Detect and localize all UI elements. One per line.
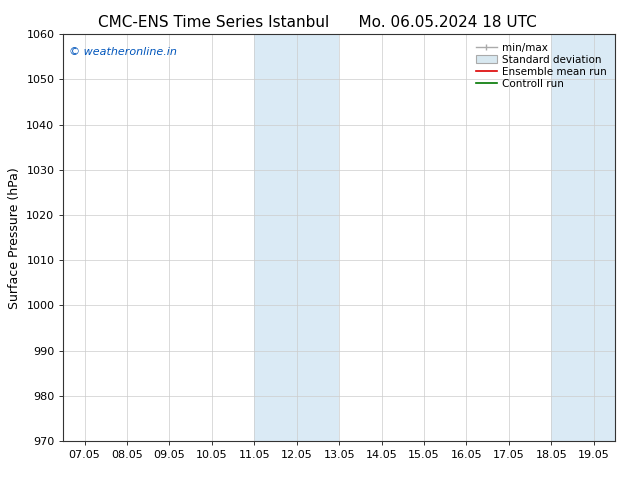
Text: CMC-ENS Time Series Istanbul      Mo. 06.05.2024 18 UTC: CMC-ENS Time Series Istanbul Mo. 06.05.2… (98, 15, 536, 30)
Bar (552, 34, 634, 441)
Legend: min/max, Standard deviation, Ensemble mean run, Controll run: min/max, Standard deviation, Ensemble me… (473, 40, 610, 92)
Bar (254, 34, 339, 441)
Y-axis label: Surface Pressure (hPa): Surface Pressure (hPa) (8, 167, 21, 309)
Text: © weatheronline.in: © weatheronline.in (69, 47, 177, 56)
